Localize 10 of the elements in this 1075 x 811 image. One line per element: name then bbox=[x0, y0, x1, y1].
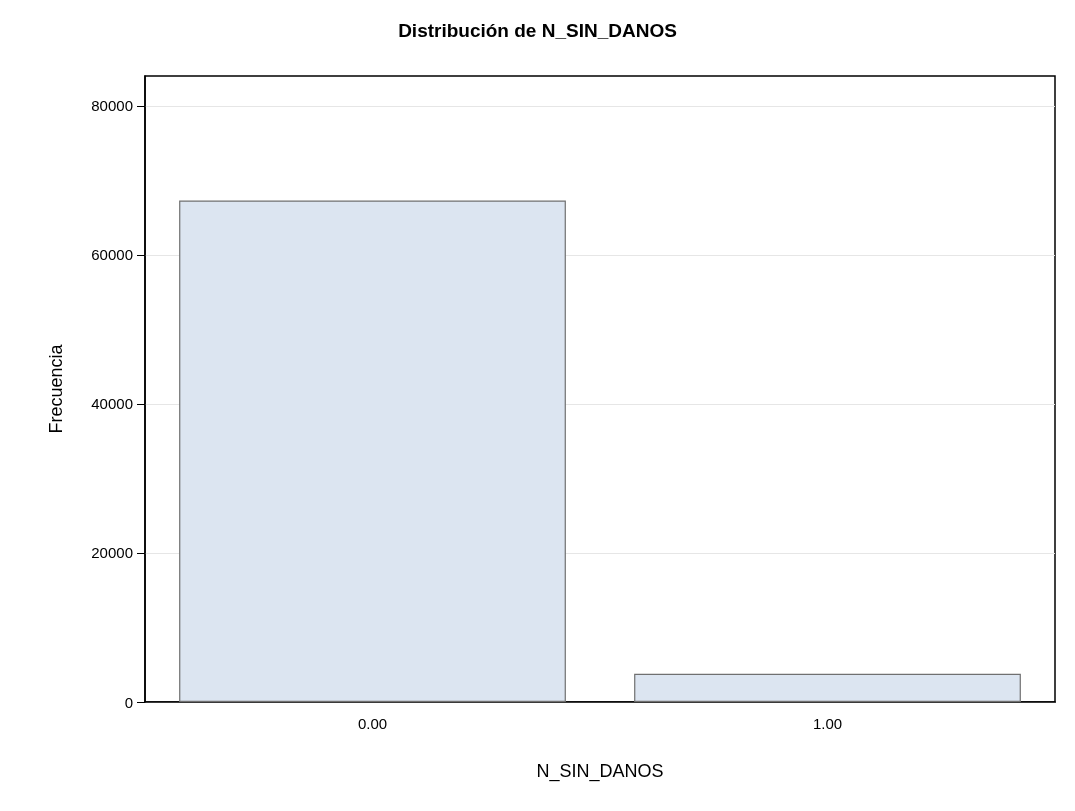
chart-title: Distribución de N_SIN_DANOS bbox=[398, 20, 677, 41]
y-tick-label: 60000 bbox=[91, 246, 133, 264]
x-tick-label: 1.00 bbox=[812, 715, 843, 732]
x-tick-label: 0.00 bbox=[357, 715, 388, 732]
y-axis-title: Frecuencia bbox=[46, 343, 66, 434]
y-tick-label: 20000 bbox=[91, 544, 133, 562]
y-tick-label: 80000 bbox=[91, 97, 133, 115]
x-axis-title: N_SIN_DANOS bbox=[536, 761, 664, 782]
y-tick-label: 40000 bbox=[91, 395, 133, 413]
y-tick-label: 0 bbox=[124, 693, 133, 711]
